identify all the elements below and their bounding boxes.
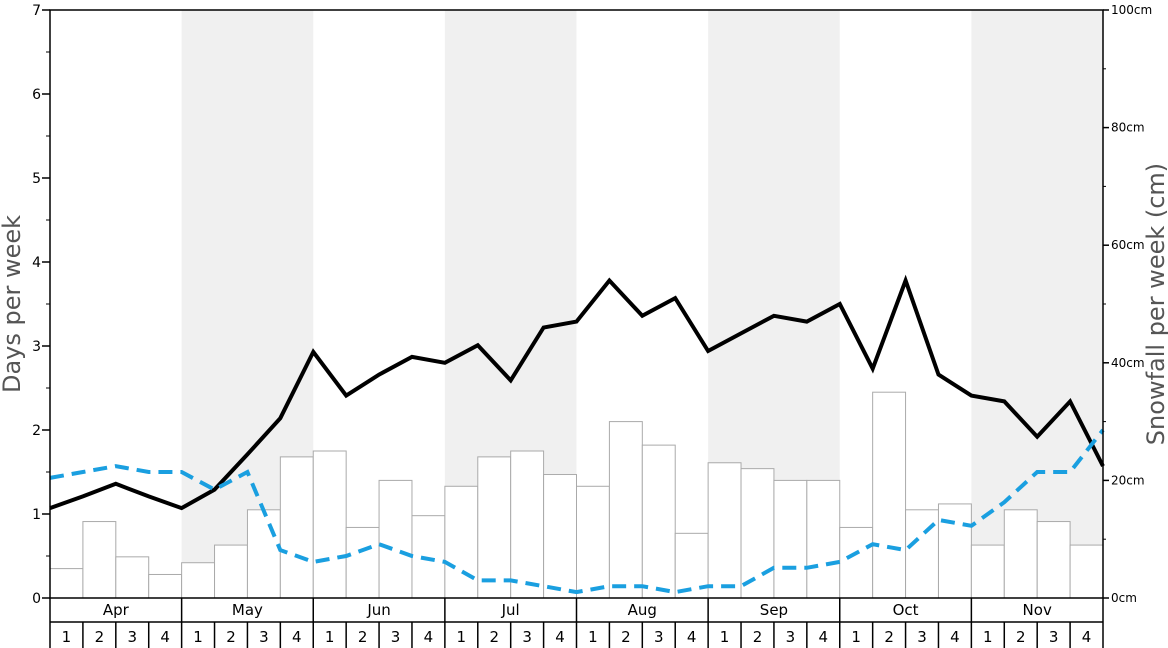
y-right-tick-label: 80cm [1111,121,1145,135]
snowfall-bar [82,521,117,599]
week-label: 1 [193,628,203,646]
week-label: 3 [1049,628,1059,646]
week-label: 4 [160,628,170,646]
week-label: 3 [917,628,927,646]
snowfall-bar [608,421,643,599]
snowfall-bar [576,485,610,599]
week-label: 4 [687,628,697,646]
month-label-jul: Jul [501,601,520,619]
week-label: 3 [259,628,269,646]
week-label: 2 [1016,628,1026,646]
week-label: 4 [555,628,565,646]
week-label: 1 [720,628,730,646]
snowfall-bar [345,526,380,599]
snowfall-bar [279,456,314,599]
y-right-tick-label: 100cm [1111,3,1152,17]
snowfall-bar [49,568,84,599]
y-left-tick-label: 4 [32,255,41,271]
month-label-jun: Jun [366,601,390,619]
y-left-tick-label: 7 [32,3,41,19]
week-label: 2 [753,628,763,646]
week-label: 1 [457,628,467,646]
y-left-tick-label: 5 [32,171,41,187]
week-label: 1 [588,628,598,646]
snowfall-bar [872,391,907,599]
y-right-tick-label: 40cm [1111,356,1145,370]
snowfall-bar [707,462,742,599]
snowfall-bar [115,556,150,599]
month-label-nov: Nov [1023,601,1052,619]
month-label-may: May [232,601,263,619]
snowfall-bar [839,526,874,599]
snowfall-bar [1036,521,1071,599]
y-right-tick-label: 60cm [1111,238,1145,252]
week-label: 4 [292,628,302,646]
snowfall-bar [246,509,281,599]
snowfall-bar [181,562,216,599]
snowfall-bar [214,544,248,599]
snowfall-bar [411,515,446,599]
snowfall-bars [49,391,1104,599]
week-label: 2 [95,628,105,646]
y-left-tick-label: 2 [32,423,41,439]
snowfall-bar [148,573,183,599]
snowfall-bar [773,479,808,599]
month-label-aug: Aug [628,601,657,619]
week-label: 4 [1082,628,1092,646]
snowfall-bar [378,479,413,599]
month-band-nov [971,10,1103,598]
snowfall-bar [312,450,347,599]
snowfall-bar [543,474,577,599]
y-left-tick-label: 6 [32,87,41,103]
axes: 0 1 2 3 4 5 6 7 0cm 20cm 40cm 60cm 80cm 100cm Apr May Ju… [32,3,1152,648]
week-label: 3 [127,628,137,646]
snowfall-bar [1003,509,1038,599]
snowfall-bar [444,485,479,599]
week-label: 1 [851,628,861,646]
week-label: 2 [226,628,236,646]
week-label: 2 [358,628,368,646]
week-label: 2 [489,628,499,646]
solid-series-line [49,274,1105,511]
snowfall-bar [477,456,512,599]
snowfall-bar [970,544,1005,599]
y-left-tick-label: 3 [32,339,41,355]
month-label-sep: Sep [760,601,788,619]
y-right-tick-label: 0cm [1111,591,1137,605]
day-lines [49,274,1105,595]
y-right-tick-label: 20cm [1111,473,1145,487]
month-label-oct: Oct [893,601,919,619]
week-label: 1 [62,628,72,646]
week-label: 4 [819,628,829,646]
week-label: 2 [621,628,631,646]
week-label: 3 [522,628,532,646]
y-left-tick-label: 1 [32,507,41,523]
snowfall-bar [1069,544,1104,599]
y-left-tick-label: 0 [32,591,41,607]
week-label: 2 [884,628,894,646]
week-label: 1 [983,628,993,646]
week-label: 4 [424,628,434,646]
week-label: 1 [325,628,335,646]
week-label: 4 [950,628,960,646]
snowfall-bar [806,479,841,599]
week-label: 3 [786,628,796,646]
week-label: 3 [654,628,664,646]
dashed-series-line [49,428,1105,595]
snowfall-bar [510,450,545,599]
snowfall-bar [641,444,676,599]
month-shading-bands [181,10,1103,598]
week-label: 3 [391,628,401,646]
snowfall-bar [740,468,775,599]
snowfall-bar [937,503,972,599]
y-axis-right-title: Snowfall per week (cm) [1142,163,1168,445]
month-label-apr: Apr [103,601,130,619]
y-axis-left-title: Days per week [0,215,26,393]
